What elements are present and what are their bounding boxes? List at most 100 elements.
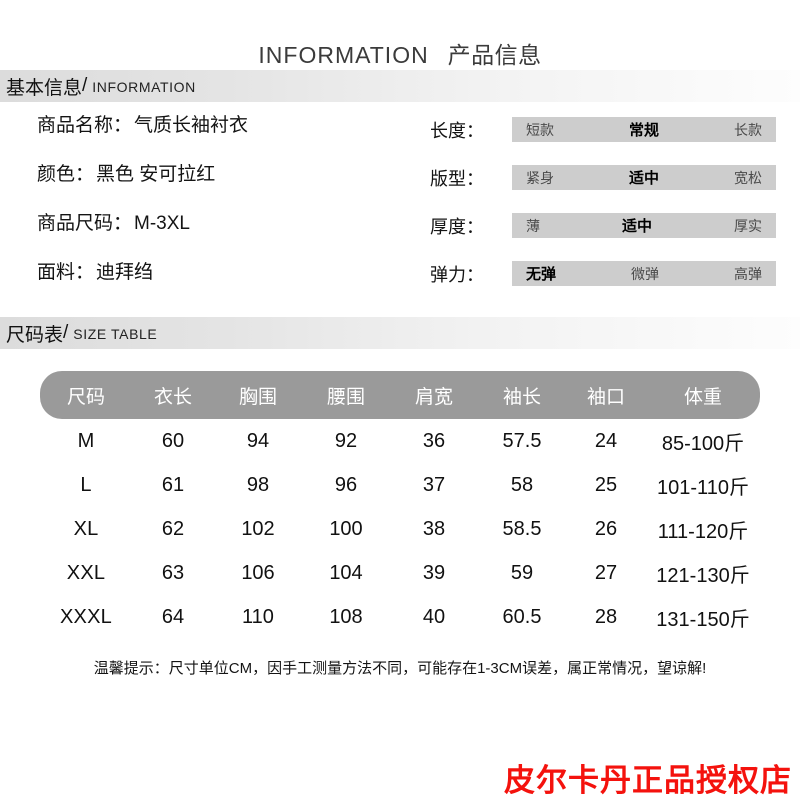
table-cell: 40 xyxy=(422,605,446,628)
table-cell: 98 xyxy=(246,473,270,496)
attribute-option-elasticity-2: 高弹 xyxy=(733,265,762,282)
attribute-scale-fit: 紧身 适中 宽松 xyxy=(512,165,776,190)
attribute-option-fit-1: 适中 xyxy=(628,170,659,187)
section-header-basic-info: 基本信息 / INFORMATION xyxy=(0,70,800,102)
shop-authorization-banner: 皮尔卡丹正品授权店 xyxy=(504,762,792,798)
table-cell: 37 xyxy=(422,473,446,496)
table-cell: 108 xyxy=(329,605,363,628)
table-row: XL 62 102 100 38 58.5 26 111-120斤 xyxy=(40,507,760,551)
table-cell: 60 xyxy=(161,429,185,452)
product-detail-row: 商品尺码： M-3XL xyxy=(37,214,417,233)
table-cell: 36 xyxy=(422,429,446,452)
table-cell: 100 xyxy=(329,517,363,540)
section-header-size-table-en: SIZE TABLE xyxy=(73,326,158,342)
table-cell: 64 xyxy=(161,605,185,628)
attribute-option-elasticity-1: 微弹 xyxy=(631,265,659,282)
attribute-row-elasticity: 弹力： 无弹 微弹 高弹 xyxy=(430,260,780,287)
size-table-head: 尺码 衣长 胸围 腰围 肩宽 袖长 袖口 体重 xyxy=(40,371,760,419)
table-cell: 110 xyxy=(242,605,274,628)
table-cell: 25 xyxy=(594,473,618,496)
product-name-value: 气质长袖衬衣 xyxy=(134,115,249,136)
product-detail-row: 商品名称： 气质长袖衬衣 xyxy=(37,116,417,135)
table-row: XXXL 64 110 108 40 60.5 28 131-150斤 xyxy=(40,595,760,639)
page-title-cn: 产品信息 xyxy=(447,42,542,68)
table-cell: 39 xyxy=(422,561,446,584)
table-cell: 60.5 xyxy=(502,605,542,628)
size-table-header-cell: 衣长 xyxy=(132,371,214,419)
table-row: M 60 94 92 36 57.5 24 85-100斤 xyxy=(40,419,760,463)
size-table-header-cell: 体重 xyxy=(646,371,760,419)
attribute-option-elasticity-0: 无弹 xyxy=(526,266,557,283)
table-cell: 59 xyxy=(510,561,534,584)
table-cell: 61 xyxy=(161,473,185,496)
attribute-option-length-0: 短款 xyxy=(526,121,554,138)
table-cell: 111-120斤 xyxy=(657,520,749,543)
size-table-header-cell: 尺码 xyxy=(40,371,132,419)
section-header-basic-info-en: INFORMATION xyxy=(92,79,196,95)
table-cell: 104 xyxy=(329,561,363,584)
product-detail-row: 面料： 迪拜绉 xyxy=(37,263,417,282)
table-cell-size: XXXL xyxy=(60,605,112,628)
attribute-row-length: 长度： 短款 常规 长款 xyxy=(430,116,780,143)
attribute-option-thickness-1: 适中 xyxy=(621,218,652,235)
table-cell: 63 xyxy=(161,561,185,584)
attribute-option-fit-0: 紧身 xyxy=(526,169,554,186)
table-cell: 38 xyxy=(422,517,446,540)
attribute-label-length: 长度： xyxy=(430,120,484,141)
attribute-scale-thickness: 薄 适中 厚实 xyxy=(512,213,776,238)
table-cell: 58.5 xyxy=(502,517,542,540)
attribute-label-fit: 版型： xyxy=(430,168,484,189)
table-cell: 57.5 xyxy=(502,429,542,452)
product-fabric-value: 迪拜绉 xyxy=(96,262,154,283)
page-title-en: INFORMATION xyxy=(258,42,429,68)
table-row: XXL 63 106 104 39 59 27 121-130斤 xyxy=(40,551,760,595)
table-cell: 26 xyxy=(594,517,618,540)
attribute-option-thickness-2: 厚实 xyxy=(733,217,762,234)
attribute-list: 长度： 短款 常规 长款 版型： 紧身 适中 宽松 厚度： 薄 适中 厚实 xyxy=(430,116,780,308)
table-cell: 62 xyxy=(161,517,185,540)
table-cell-size: XXL xyxy=(66,561,106,584)
size-table-header-cell: 袖长 xyxy=(478,371,566,419)
table-cell: 106 xyxy=(241,561,275,584)
product-size-label: 商品尺码： xyxy=(37,213,133,234)
section-header-basic-info-cn: 基本信息 xyxy=(6,77,83,99)
table-cell: 27 xyxy=(594,561,618,584)
attribute-option-length-1: 常规 xyxy=(628,122,659,139)
section-header-size-table-cn: 尺码表 xyxy=(6,324,64,346)
table-cell: 96 xyxy=(334,473,358,496)
size-table-header-cell: 袖口 xyxy=(566,371,646,419)
size-table: 尺码 衣长 胸围 腰围 肩宽 袖长 袖口 体重 M 60 94 92 36 57… xyxy=(40,371,760,639)
table-cell: 94 xyxy=(246,429,270,452)
section-header-size-table-slash: / xyxy=(63,322,69,343)
size-table-header-cell: 肩宽 xyxy=(390,371,478,419)
table-row: L 61 98 96 37 58 25 101-110斤 xyxy=(40,463,760,507)
attribute-option-length-2: 长款 xyxy=(733,121,762,138)
product-fabric-label: 面料： xyxy=(37,262,95,283)
product-name-label: 商品名称： xyxy=(37,115,133,136)
table-cell-size: M xyxy=(77,429,95,452)
size-table-header-cell: 胸围 xyxy=(214,371,302,419)
table-cell: 92 xyxy=(334,429,358,452)
table-cell: 102 xyxy=(241,517,275,540)
attribute-scale-length: 短款 常规 长款 xyxy=(512,117,776,142)
attribute-scale-elasticity: 无弹 微弹 高弹 xyxy=(512,261,776,286)
section-header-size-table: 尺码表 / SIZE TABLE xyxy=(0,317,800,349)
attribute-label-thickness: 厚度： xyxy=(430,216,484,237)
size-table-body: M 60 94 92 36 57.5 24 85-100斤 L 61 98 96… xyxy=(40,419,760,639)
size-table-header-cell: 腰围 xyxy=(302,371,390,419)
table-cell: 85-100斤 xyxy=(661,432,745,455)
product-color-value: 黑色 安可拉红 xyxy=(96,164,216,185)
product-color-label: 颜色： xyxy=(37,164,95,185)
attribute-row-fit: 版型： 紧身 适中 宽松 xyxy=(430,164,780,191)
product-size-value: M-3XL xyxy=(134,213,190,234)
product-detail-list: 商品名称： 气质长袖衬衣 颜色： 黑色 安可拉红 商品尺码： M-3XL 面料： 迪拜绉 xyxy=(37,116,417,312)
table-cell: 24 xyxy=(594,429,618,452)
section-header-basic-info-slash: / xyxy=(82,75,88,96)
table-cell: 121-130斤 xyxy=(656,564,750,587)
basic-info-area: 商品名称： 气质长袖衬衣 颜色： 黑色 安可拉红 商品尺码： M-3XL 面料： 迪拜绉… xyxy=(0,102,800,317)
attribute-option-thickness-0: 薄 xyxy=(526,217,540,234)
table-cell: 101-110斤 xyxy=(657,476,749,499)
size-table-header-row: 尺码 衣长 胸围 腰围 肩宽 袖长 袖口 体重 xyxy=(40,371,760,419)
table-cell-size: L xyxy=(80,473,92,496)
size-table-wrapper: 尺码 衣长 胸围 腰围 肩宽 袖长 袖口 体重 M 60 94 92 36 57… xyxy=(0,371,800,645)
